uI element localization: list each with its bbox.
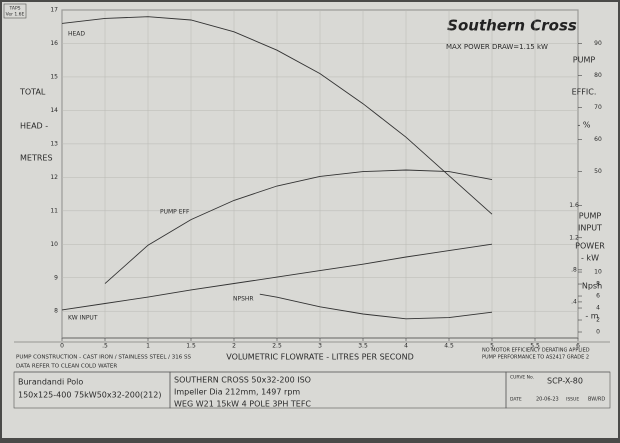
series-line <box>259 293 493 320</box>
y-tick-label: 13 <box>50 140 58 147</box>
y-axis-label: POWER <box>575 242 605 251</box>
series-line <box>61 16 493 215</box>
x-tick-label: 1.5 <box>186 343 196 350</box>
y-axis-label: PUMP <box>573 56 596 65</box>
x-tick-label: 1 <box>146 343 150 350</box>
series-line <box>61 243 493 311</box>
curve-box <box>505 371 611 409</box>
x-tick-label: 4.5 <box>444 343 454 350</box>
y-axis-label: EFFIC. <box>572 88 597 97</box>
x-tick-label: 2.5 <box>272 343 282 350</box>
y-tick-label: 60 <box>594 136 602 143</box>
y-axis-label: - m <box>585 312 598 321</box>
y-axis-label: - kW <box>581 254 599 263</box>
y-axis-label: INPUT <box>578 224 602 233</box>
info: CURVE No. <box>510 375 534 381</box>
y-tick-label: 11 <box>50 207 58 214</box>
series-label: HEAD <box>68 31 85 38</box>
y-axis-label: PUMP <box>579 212 602 221</box>
info: ISSUE <box>566 397 579 403</box>
info: Impeller Dia 212mm, 1497 rpm <box>174 388 300 397</box>
y-tick-label: .4 <box>571 298 577 305</box>
y-tick-label: 8 <box>596 281 600 288</box>
chart-title: MAX POWER DRAW=1.15 kW <box>446 43 548 51</box>
x-tick-label: 3.5 <box>358 343 368 350</box>
y-tick-label: 80 <box>594 72 602 79</box>
series-label: NPSHR <box>233 296 254 303</box>
x-axis-label: VOLUMETRIC FLOWRATE - LITRES PER SECOND <box>226 353 414 362</box>
series-label: PUMP EFF <box>160 209 190 216</box>
logo-box <box>450 14 574 36</box>
info: BW/RD <box>588 397 605 403</box>
x-tick-label: 4 <box>404 343 408 350</box>
x-tick-label: 0 <box>60 343 64 350</box>
y-tick-label: 8 <box>54 308 58 315</box>
info: PUMP PERFORMANCE TO AS2417 GRADE 2 <box>482 355 589 361</box>
y-axis-label: TOTAL <box>19 88 46 97</box>
y-tick-label: 15 <box>50 73 58 80</box>
version: Ver 1.6E <box>6 12 25 18</box>
version: TAPS <box>8 6 20 12</box>
info: NO MOTOR EFFICIENCY DERATING APPLIED <box>482 348 590 354</box>
y-tick-label: 10 <box>50 241 58 248</box>
info: PUMP CONSTRUCTION - CAST IRON / STAINLES… <box>16 355 191 361</box>
info: SCP-X-80 <box>547 377 583 386</box>
series-line <box>104 169 493 284</box>
y-tick-label: 1.2 <box>569 234 579 241</box>
y-tick-label: 9 <box>54 274 58 281</box>
version-box <box>3 3 27 19</box>
info: 150x125-400 75kW50x32-200(212) <box>18 391 161 400</box>
info: 20-06-23 <box>536 397 559 403</box>
y-axis-label: Npsh <box>582 282 602 291</box>
x-tick-label: 3 <box>318 343 322 350</box>
x-tick-label: 6 <box>576 343 580 350</box>
y-tick-label: 70 <box>594 104 602 111</box>
y-tick-label: 1.6 <box>569 202 579 209</box>
y-axis-label: - % <box>577 121 590 130</box>
logo: Southern Cross <box>447 17 577 35</box>
x-tick-label: 2 <box>232 343 236 350</box>
info: WEG W21 15kW 4 POLE 3PH TEFC <box>174 400 311 409</box>
y-tick-label: 12 <box>50 174 58 181</box>
y-tick-label: .8 <box>571 266 577 273</box>
y-tick-label: 17 <box>50 7 58 14</box>
paper <box>2 2 618 438</box>
y-tick-label: 10 <box>594 269 602 276</box>
y-tick-label: 2 <box>596 317 600 324</box>
series-label: KW INPUT <box>68 315 98 322</box>
info: DATA REFER TO CLEAN COLD WATER <box>16 364 117 370</box>
y-axis-label: HEAD - <box>20 122 48 131</box>
x-tick-label: 5 <box>490 343 494 350</box>
y-tick-label: 6 <box>596 293 600 300</box>
info: Burandandi Polo <box>18 378 83 387</box>
y-tick-label: 16 <box>50 40 58 47</box>
y-tick-label: 14 <box>50 107 58 114</box>
x-tick-label: .5 <box>102 343 108 350</box>
y-tick-label: 50 <box>594 168 602 175</box>
info: SOUTHERN CROSS 50x32-200 ISO <box>174 376 311 385</box>
y-tick-label: 0 <box>596 329 600 336</box>
x-tick-label: 5.5 <box>530 343 540 350</box>
y-tick-label: 4 <box>596 305 600 312</box>
y-tick-label: 90 <box>594 40 602 47</box>
y-axis-label: METRES <box>20 154 53 163</box>
info: DATE <box>510 397 522 403</box>
